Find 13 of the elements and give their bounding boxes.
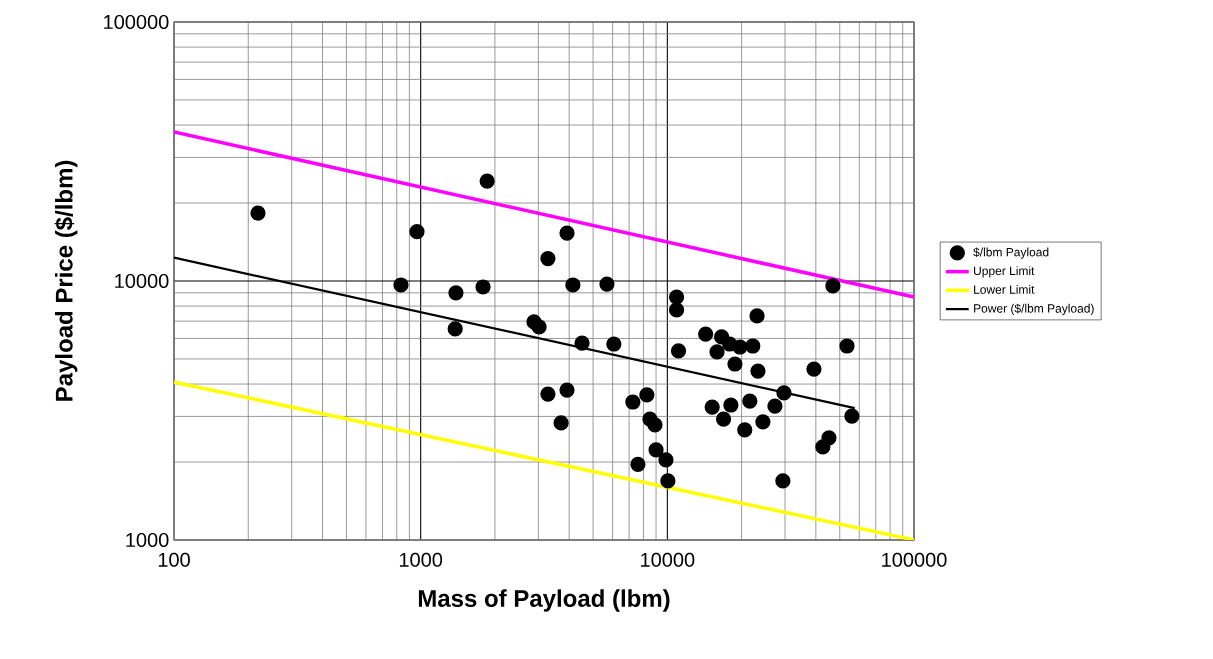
- legend-label: Lower Limit: [974, 284, 1035, 294]
- x-tick-label: 1000: [399, 552, 443, 567]
- y-tick-label: 10000: [115, 273, 169, 289]
- y-axis-title: Payload Price ($/lbm): [54, 160, 78, 401]
- x-tick-label: 100000: [882, 552, 947, 567]
- x-tick-label: 100: [158, 552, 190, 567]
- legend-label: Upper Limit: [974, 266, 1035, 278]
- x-tick-label: 10000: [641, 552, 695, 567]
- x-axis-title: Mass of Payload (lbm): [418, 589, 670, 612]
- y-tick-label: 1000: [126, 532, 169, 548]
- legend-label: $/lbm Payload: [973, 247, 1049, 259]
- y-tick-label: 100000: [104, 14, 169, 30]
- legend-label: Power ($/lbm Payload): [974, 303, 1094, 316]
